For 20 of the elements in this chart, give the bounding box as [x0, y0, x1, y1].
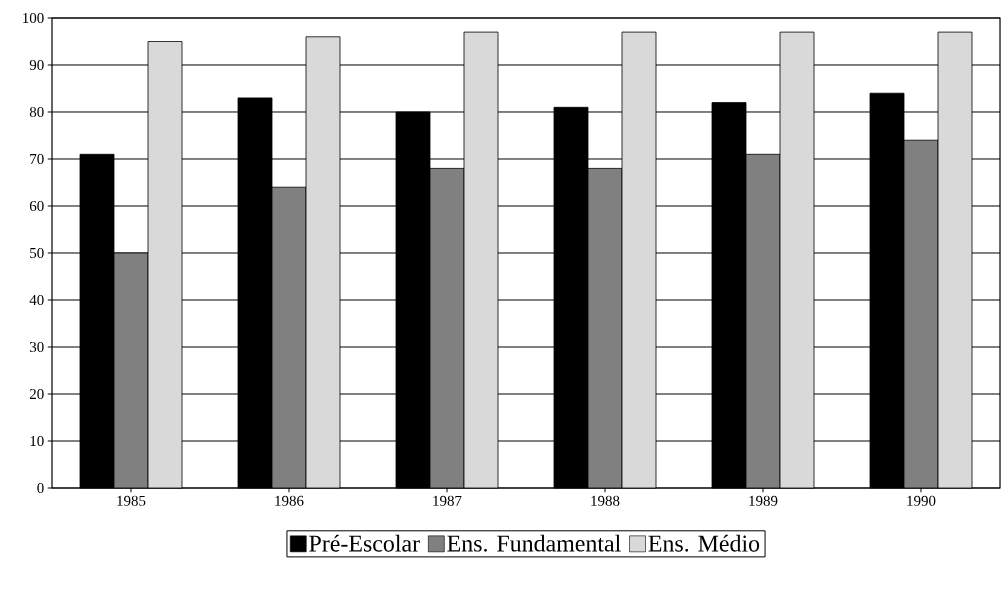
x-tick-label: 1989: [749, 495, 778, 506]
y-tick-label: 90: [29, 59, 44, 71]
x-tick-label: 1985: [117, 495, 146, 506]
x-tick-label: 1990: [907, 495, 936, 506]
y-tick-label: 20: [29, 388, 44, 400]
y-tick-label: 0: [37, 482, 44, 494]
y-tick-label: 80: [29, 106, 44, 118]
x-tick-label: 1987: [433, 495, 462, 506]
y-tick-label: 50: [30, 247, 44, 259]
y-tick-label: 100: [23, 12, 44, 24]
y-tick-label: 10: [30, 435, 44, 447]
x-tick-label: 1988: [591, 495, 620, 506]
legend-label: Pré-Escolar: [309, 534, 420, 552]
x-tick-label: 1986: [275, 495, 304, 506]
y-tick-label: 40: [29, 294, 44, 306]
y-tick-label: 60: [29, 200, 44, 212]
y-tick-label: 30: [30, 341, 44, 353]
y-tick-label: 70: [30, 153, 44, 165]
legend-label: Ens. Fundamental: [447, 534, 621, 552]
legend-label: Ens. Médio: [648, 534, 760, 552]
